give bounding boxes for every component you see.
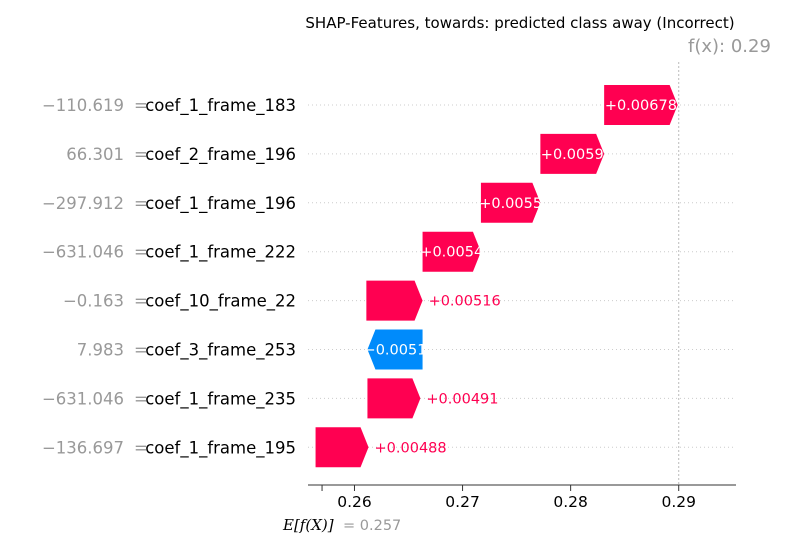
feature-name-label: coef_3_frame_253	[145, 341, 296, 361]
feature-name-label: coef_1_frame_222	[145, 243, 296, 263]
feature-equals-sign: =	[134, 243, 148, 262]
feature-equals-sign: =	[134, 194, 148, 213]
shap-bar	[422, 231, 481, 272]
feature-value-label: 66.301	[66, 145, 124, 164]
expected-value-number: = 0.257	[343, 518, 401, 534]
x-tick-label: 0.28	[553, 493, 588, 511]
feature-equals-sign: =	[134, 341, 148, 360]
bar-value-label: +0.0055	[479, 196, 542, 212]
chart-title: SHAP-Features, towards: predicted class …	[305, 14, 734, 32]
expected-value-label: E[f(X)]	[282, 516, 334, 534]
shap-bar	[366, 280, 423, 321]
x-tick-label: 0.26	[337, 493, 372, 511]
feature-name-label: coef_10_frame_22	[145, 292, 296, 312]
feature-equals-sign: =	[134, 389, 148, 408]
shap-bar	[315, 427, 369, 468]
bar-value-label: −0.0051	[364, 343, 427, 359]
feature-name-label: coef_2_frame_196	[145, 145, 296, 165]
feature-equals-sign: =	[134, 96, 148, 115]
feature-name-label: coef_1_frame_183	[145, 96, 296, 116]
rows-layer: +0.00678 coef_1_frame_183 −110.619 = +0.0059…	[42, 62, 736, 485]
bar-value-label: +0.0059	[541, 147, 604, 163]
shap-bar	[540, 133, 605, 174]
shap-bar	[367, 329, 423, 370]
feature-equals-sign: =	[134, 438, 148, 457]
feature-equals-sign: =	[134, 292, 148, 311]
x-axis: 0.26 0.27 0.28 0.29	[308, 484, 736, 511]
feature-name-label: coef_1_frame_235	[145, 389, 296, 409]
feature-value-label: −297.912	[42, 194, 124, 213]
feature-name-label: coef_1_frame_195	[145, 438, 296, 458]
fx-label: f(x): 0.29	[688, 36, 771, 57]
bar-value-label: +0.00488	[375, 440, 447, 456]
feature-value-label: 7.983	[77, 341, 124, 360]
feature-value-label: −631.046	[42, 389, 124, 408]
shap-bar	[480, 182, 541, 223]
bar-value-label: +0.00516	[429, 294, 501, 310]
x-tick-label: 0.27	[445, 493, 480, 511]
shap-bar	[604, 85, 678, 125]
feature-value-label: −110.619	[42, 96, 124, 115]
shap-bar	[367, 378, 421, 419]
feature-equals-sign: =	[134, 145, 148, 164]
bar-value-label: +0.0054	[420, 245, 483, 261]
feature-name-label: coef_1_frame_196	[145, 194, 296, 214]
bar-value-label: +0.00678	[605, 98, 677, 114]
feature-value-label: −136.697	[42, 438, 124, 457]
bar-value-label: +0.00491	[426, 391, 498, 407]
feature-value-label: −631.046	[42, 243, 124, 262]
x-tick-label: 0.29	[661, 493, 696, 511]
feature-value-label: −0.163	[63, 292, 124, 311]
